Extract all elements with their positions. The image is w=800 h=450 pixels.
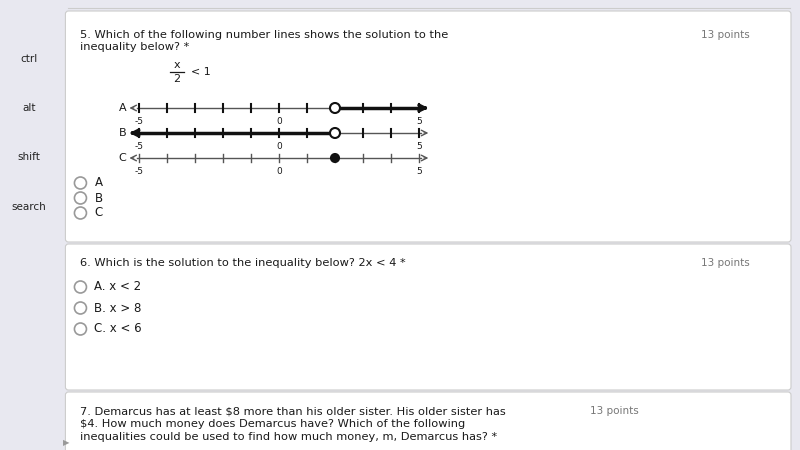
- Text: C. x < 6: C. x < 6: [94, 323, 142, 336]
- Text: ctrl: ctrl: [21, 54, 38, 63]
- Text: -5: -5: [134, 167, 143, 176]
- Circle shape: [331, 154, 339, 162]
- FancyBboxPatch shape: [66, 392, 791, 450]
- Circle shape: [74, 302, 86, 314]
- Text: 5: 5: [416, 167, 422, 176]
- Circle shape: [330, 103, 340, 113]
- Text: shift: shift: [18, 153, 41, 162]
- FancyBboxPatch shape: [66, 11, 791, 242]
- Text: < 1: < 1: [190, 67, 210, 77]
- Text: 0: 0: [276, 142, 282, 151]
- Text: C: C: [94, 207, 102, 220]
- Text: C: C: [118, 153, 126, 163]
- Circle shape: [74, 192, 86, 204]
- Text: B. x > 8: B. x > 8: [94, 302, 142, 315]
- Text: 13 points: 13 points: [590, 406, 638, 416]
- Text: A. x < 2: A. x < 2: [94, 280, 142, 293]
- FancyBboxPatch shape: [66, 244, 791, 390]
- Text: 5: 5: [416, 142, 422, 151]
- Text: search: search: [12, 202, 46, 212]
- Text: ▶: ▶: [63, 438, 70, 447]
- Text: -5: -5: [134, 142, 143, 151]
- Circle shape: [74, 281, 86, 293]
- Text: 5: 5: [416, 117, 422, 126]
- Text: 6. Which is the solution to the inequality below? 2x < 4 *: 6. Which is the solution to the inequali…: [81, 258, 406, 268]
- Text: A: A: [118, 103, 126, 113]
- Text: x: x: [174, 60, 180, 70]
- Text: 0: 0: [276, 167, 282, 176]
- Circle shape: [74, 207, 86, 219]
- Text: 0: 0: [276, 117, 282, 126]
- Text: 13 points: 13 points: [701, 258, 750, 268]
- Text: 2: 2: [173, 74, 180, 84]
- Circle shape: [74, 323, 86, 335]
- Text: B: B: [118, 128, 126, 138]
- Text: $4. How much money does Demarcus have? Which of the following: $4. How much money does Demarcus have? W…: [81, 419, 466, 429]
- Text: 7. Demarcus has at least $8 more than his older sister. His older sister has: 7. Demarcus has at least $8 more than hi…: [81, 406, 506, 416]
- Text: inequalities could be used to find how much money, m, Demarcus has? *: inequalities could be used to find how m…: [81, 432, 498, 442]
- Circle shape: [74, 177, 86, 189]
- Text: 13 points: 13 points: [701, 30, 750, 40]
- Text: A: A: [94, 176, 102, 189]
- Text: alt: alt: [22, 103, 36, 113]
- Text: B: B: [94, 192, 102, 204]
- Circle shape: [330, 128, 340, 138]
- Text: -5: -5: [134, 117, 143, 126]
- Text: 5. Which of the following number lines shows the solution to the
inequality belo: 5. Which of the following number lines s…: [81, 30, 449, 52]
